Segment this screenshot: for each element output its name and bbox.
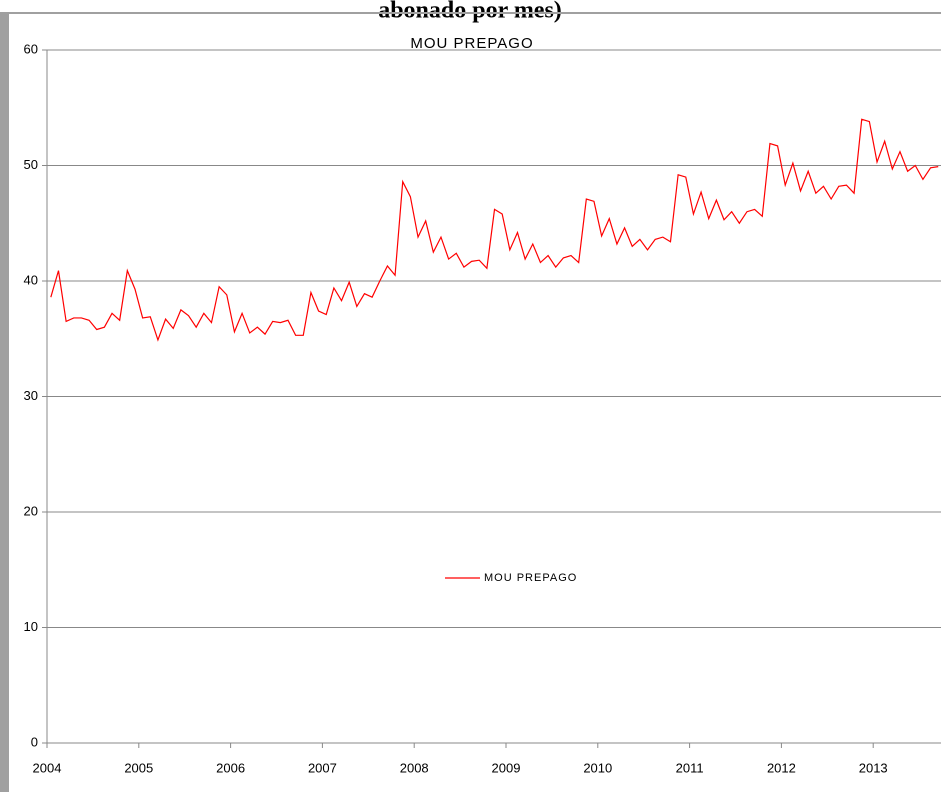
frame-top [0,12,941,14]
x-tick-label: 2008 [400,760,429,775]
y-tick-label: 50 [24,157,38,172]
x-tick-label: 2010 [583,760,612,775]
x-tick-label: 2011 [676,760,704,775]
y-tick-label: 20 [24,503,38,518]
legend-label: MOU PREPAGO [484,572,577,584]
y-tick-label: 0 [31,734,38,749]
y-tick-label: 40 [24,272,38,287]
x-tick-label: 2012 [767,760,796,775]
chart-title: MOU PREPAGO [410,35,533,52]
x-tick-label: 2006 [216,760,245,775]
series-line [50,118,939,342]
x-tick-label: 2004 [33,760,62,775]
x-tick-label: 2007 [308,760,337,775]
x-tick-label: 2009 [492,760,521,775]
header-text: abonado por mes) [378,0,562,24]
y-tick-label: 30 [24,388,38,403]
x-tick-label: 2005 [124,760,153,775]
frame-left [0,12,9,792]
y-tick-label: 10 [24,619,38,634]
x-tick-label: 2013 [859,760,888,775]
y-tick-label: 60 [24,41,38,56]
